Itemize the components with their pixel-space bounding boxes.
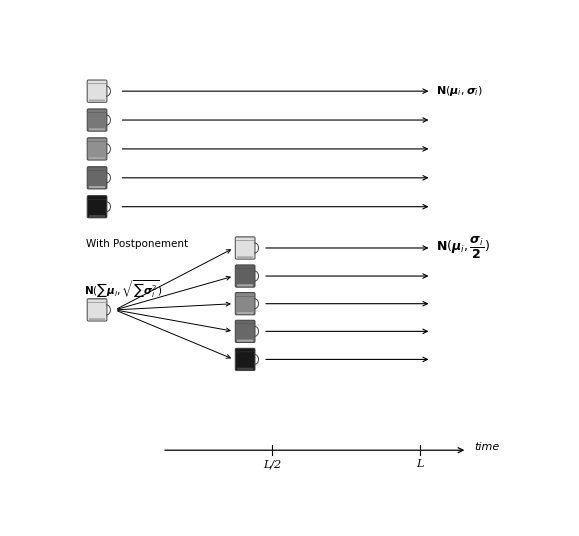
FancyBboxPatch shape xyxy=(87,109,107,113)
FancyBboxPatch shape xyxy=(235,320,255,343)
FancyBboxPatch shape xyxy=(87,109,107,131)
FancyBboxPatch shape xyxy=(235,348,255,370)
FancyBboxPatch shape xyxy=(87,196,107,199)
FancyBboxPatch shape xyxy=(236,265,255,269)
FancyBboxPatch shape xyxy=(237,340,253,341)
FancyBboxPatch shape xyxy=(87,80,107,102)
Text: $\mathbf{N}(\boldsymbol{\mu}_i, \dfrac{\boldsymbol{\sigma}_i}{\mathbf{2}})$: $\mathbf{N}(\boldsymbol{\mu}_i, \dfrac{\… xyxy=(436,235,490,261)
FancyBboxPatch shape xyxy=(87,299,107,321)
FancyBboxPatch shape xyxy=(236,237,255,241)
Text: time: time xyxy=(474,442,499,452)
FancyBboxPatch shape xyxy=(89,318,105,320)
FancyBboxPatch shape xyxy=(87,196,107,218)
FancyBboxPatch shape xyxy=(89,128,105,130)
FancyBboxPatch shape xyxy=(235,293,255,315)
FancyBboxPatch shape xyxy=(87,138,107,142)
FancyBboxPatch shape xyxy=(87,138,107,160)
FancyBboxPatch shape xyxy=(87,80,107,84)
Text: $\mathbf{N}(\boldsymbol{\mu}_i, \boldsymbol{\sigma}_i)$: $\mathbf{N}(\boldsymbol{\mu}_i, \boldsym… xyxy=(436,84,483,98)
FancyBboxPatch shape xyxy=(235,265,255,287)
FancyBboxPatch shape xyxy=(237,285,253,286)
FancyBboxPatch shape xyxy=(237,256,253,258)
FancyBboxPatch shape xyxy=(89,157,105,159)
FancyBboxPatch shape xyxy=(237,368,253,370)
Text: L: L xyxy=(416,459,424,470)
FancyBboxPatch shape xyxy=(87,167,107,170)
FancyBboxPatch shape xyxy=(89,215,105,217)
FancyBboxPatch shape xyxy=(236,293,255,296)
FancyBboxPatch shape xyxy=(236,321,255,324)
FancyBboxPatch shape xyxy=(236,349,255,352)
FancyBboxPatch shape xyxy=(87,167,107,189)
Text: With Postponement: With Postponement xyxy=(86,239,188,249)
FancyBboxPatch shape xyxy=(89,100,105,101)
Text: $\mathbf{N}(\sum \boldsymbol{\mu}_i, \sqrt{\sum \boldsymbol{\sigma}_i^2})$: $\mathbf{N}(\sum \boldsymbol{\mu}_i, \sq… xyxy=(83,278,162,300)
FancyBboxPatch shape xyxy=(235,237,255,259)
FancyBboxPatch shape xyxy=(89,186,105,188)
FancyBboxPatch shape xyxy=(237,312,253,314)
Text: L/2: L/2 xyxy=(263,459,281,470)
FancyBboxPatch shape xyxy=(87,299,107,302)
